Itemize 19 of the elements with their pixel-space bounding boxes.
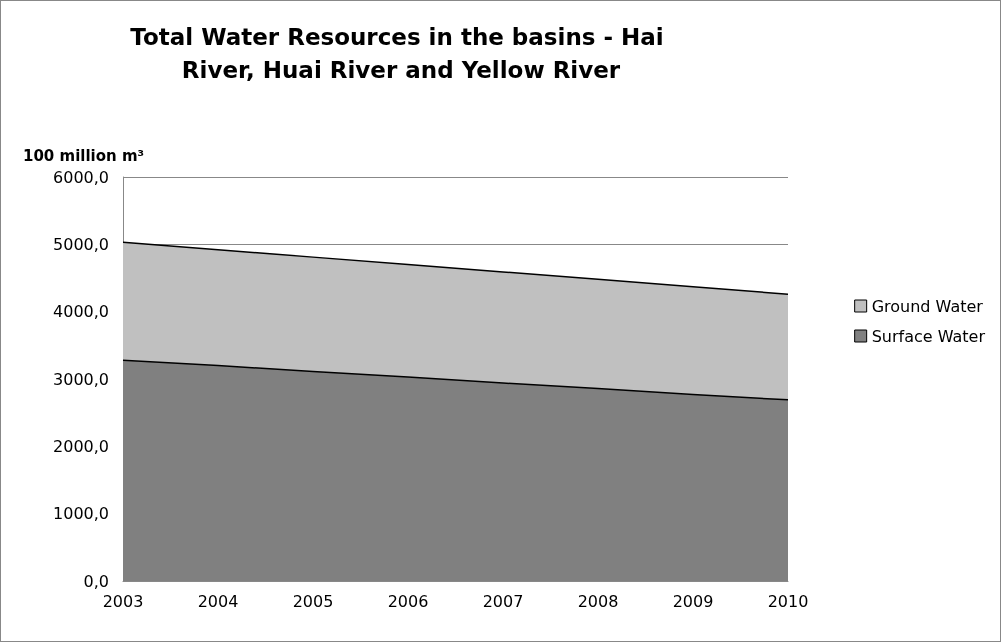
y-axis-title: 100 million m³ (23, 146, 145, 165)
x-tick-label: 2006 (387, 591, 429, 611)
y-tick-label: 0,0 (83, 571, 109, 591)
x-tick-label: 2003 (102, 591, 144, 611)
x-tick-label: 2009 (672, 591, 714, 611)
x-tick-label: 2005 (292, 591, 334, 611)
legend-label: Surface Water (871, 326, 986, 346)
legend-label: Ground Water (871, 296, 984, 316)
y-tick-label: 3000,0 (53, 369, 109, 389)
y-tick-label: 4000,0 (53, 302, 109, 322)
y-tick-label: 1000,0 (53, 504, 109, 524)
x-tick-label: 2010 (767, 591, 809, 611)
y-tick-label: 2000,0 (53, 436, 109, 456)
chart-title: Total Water Resources in the basins - Hai River, Huai River and Yellow River (130, 23, 672, 83)
y-tick-label: 5000,0 (53, 234, 109, 254)
y-tick-label: 6000,0 (53, 167, 109, 187)
x-tick-label: 2008 (577, 591, 619, 611)
x-tick-label: 2004 (197, 591, 239, 611)
x-tick-label: 2007 (482, 591, 524, 611)
